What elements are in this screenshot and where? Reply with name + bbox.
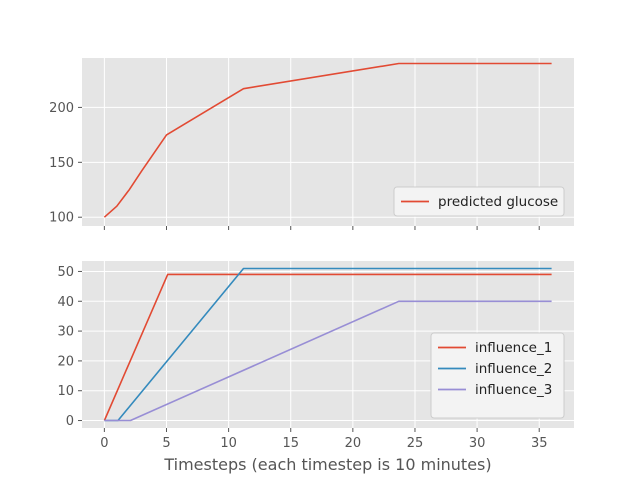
- y-tick-label: 50: [57, 265, 74, 280]
- x-tick-label: 30: [469, 436, 486, 451]
- y-tick-label: 20: [57, 354, 74, 369]
- y-tick-label: 40: [57, 295, 74, 310]
- legend-box-2: [430, 332, 565, 419]
- legend-label: predicted glucose: [438, 194, 558, 210]
- y-tick-label: 100: [49, 211, 74, 226]
- legend-box-1: [393, 186, 565, 217]
- legend-label: influence_2: [475, 361, 552, 377]
- x-axis-label: Timesteps (each timestep is 10 minutes): [163, 455, 491, 474]
- legend-label: influence_1: [475, 340, 552, 356]
- y-tick-label: 150: [49, 156, 74, 171]
- y-tick-label: 0: [66, 414, 74, 429]
- series-line-influence-3: [104, 300, 552, 422]
- series-line-influence-1: [103, 273, 552, 421]
- x-tick-label: 35: [531, 436, 548, 451]
- x-tick-label: 15: [282, 436, 299, 451]
- x-tick-label: 25: [407, 436, 424, 451]
- legend-label: influence_3: [475, 382, 552, 398]
- y-tick-label: 10: [57, 384, 74, 399]
- x-tick-label: 0: [100, 436, 108, 451]
- x-tick-label: 20: [345, 436, 362, 451]
- y-tick-label: 200: [49, 101, 74, 116]
- x-tick-label: 5: [162, 436, 170, 451]
- x-tick-label: 10: [220, 436, 237, 451]
- series-line-predicted-glucose: [103, 62, 552, 218]
- y-tick-label: 30: [57, 325, 74, 340]
